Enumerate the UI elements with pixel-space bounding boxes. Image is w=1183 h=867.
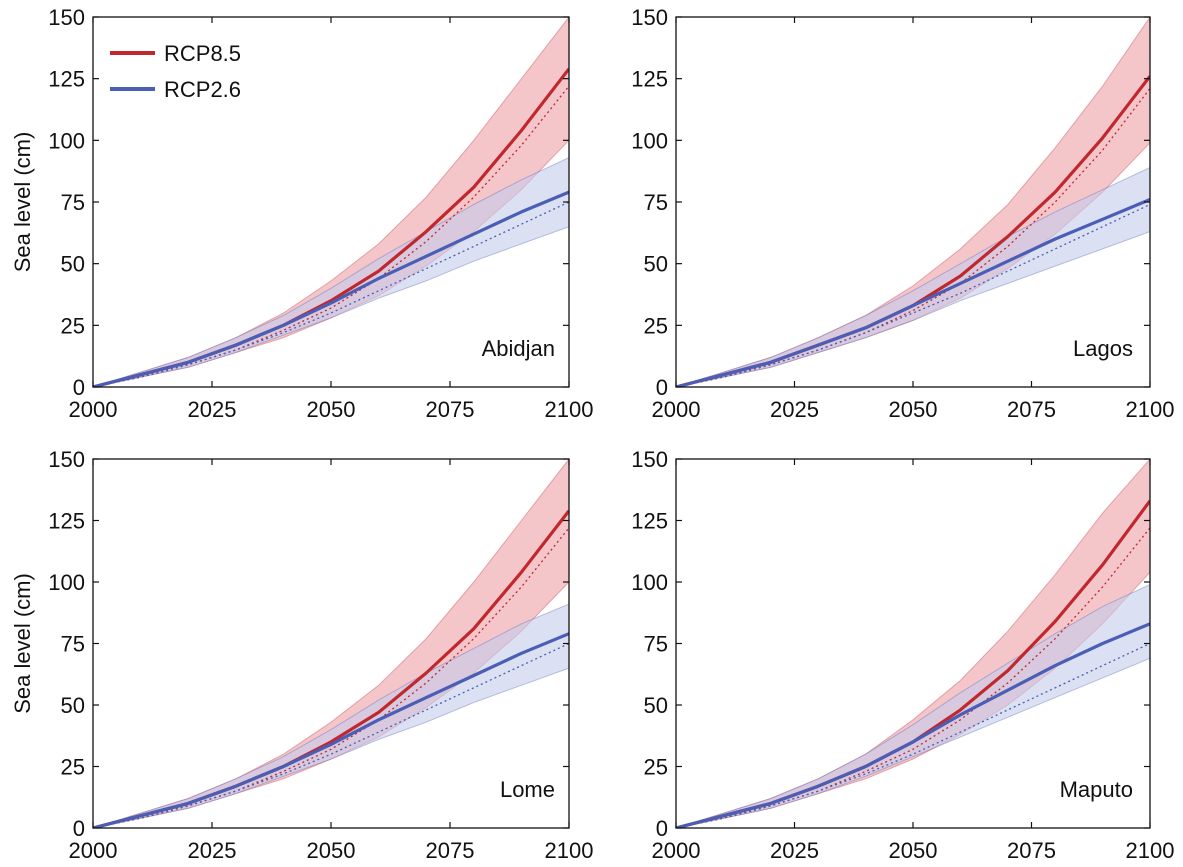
y-tick-label: 75 — [61, 632, 85, 657]
y-tick-label: 75 — [644, 632, 668, 657]
x-tick-label: 2025 — [188, 397, 237, 422]
y-tick-label: 75 — [61, 190, 85, 215]
x-tick-label: 2100 — [545, 838, 594, 863]
rcp26-dotted-line — [676, 642, 1150, 828]
panel-lome: 0 25 50 75 100 125 150 2000 2025 2050 2075 2100 Lome… — [10, 447, 593, 863]
plot-area — [93, 459, 569, 828]
y-tick-label: 100 — [48, 570, 85, 595]
y-tick-label: 25 — [61, 313, 85, 338]
y-tick-label: 150 — [631, 5, 668, 30]
y-tick-label: 125 — [631, 67, 668, 92]
y-axis-label: Sea level (cm) — [10, 132, 35, 273]
y-tick-label: 0 — [656, 816, 668, 841]
y-tick-label: 50 — [61, 693, 85, 718]
plot-area — [676, 459, 1150, 828]
legend-label: RCP2.6 — [164, 77, 241, 102]
x-tick-label: 2000 — [652, 838, 701, 863]
y-tick-label: 125 — [48, 67, 85, 92]
rcp26-dotted-line — [93, 642, 569, 828]
x-tick-label: 2025 — [770, 838, 819, 863]
panel-title: Abidjan — [482, 336, 555, 361]
rcp26-uncertainty-band — [676, 583, 1150, 828]
y-tick-label: 150 — [631, 447, 668, 472]
x-tick-label: 2050 — [307, 838, 356, 863]
rcp26-uncertainty-band — [93, 603, 569, 828]
y-tick-label: 150 — [48, 447, 85, 472]
x-tick-label: 2050 — [889, 397, 938, 422]
x-tick-label: 2025 — [188, 838, 237, 863]
panel-title: Maputo — [1060, 777, 1133, 802]
plot-area — [93, 17, 569, 387]
legend: RCP8.5 RCP2.6 — [110, 41, 241, 102]
y-tick-label: 100 — [631, 128, 668, 153]
plot-area — [676, 17, 1150, 387]
rcp26-dotted-line — [93, 201, 569, 387]
x-tick-label: 2075 — [426, 397, 475, 422]
panel-title: Lagos — [1073, 336, 1133, 361]
rcp26-series-line — [676, 622, 1150, 828]
y-tick-label: 0 — [73, 816, 85, 841]
y-tick-label: 25 — [644, 755, 668, 780]
x-tick-label: 2100 — [545, 397, 594, 422]
y-axis-label: Sea level (cm) — [10, 573, 35, 714]
rcp26-dotted-line — [676, 203, 1150, 387]
y-tick-label: 50 — [644, 693, 668, 718]
y-tick-label: 125 — [48, 509, 85, 534]
x-tick-label: 2050 — [889, 838, 938, 863]
y-tick-label: 100 — [48, 128, 85, 153]
y-tick-label: 0 — [656, 375, 668, 400]
panel-maputo: 0 25 50 75 100 125 150 2000 2025 2050 2075 2100 Mapu… — [631, 447, 1174, 863]
y-tick-label: 75 — [644, 190, 668, 215]
rcp26-series-line — [93, 632, 569, 828]
panel-title: Lome — [500, 777, 555, 802]
x-tick-label: 2075 — [426, 838, 475, 863]
x-tick-label: 2075 — [1007, 838, 1056, 863]
rcp26-series-line — [676, 198, 1150, 387]
y-tick-label: 100 — [631, 570, 668, 595]
x-tick-label: 2050 — [307, 397, 356, 422]
x-tick-label: 2000 — [69, 838, 118, 863]
y-tick-label: 25 — [644, 313, 668, 338]
x-tick-label: 2000 — [652, 397, 701, 422]
y-tick-label: 50 — [644, 252, 668, 277]
panel-lagos: 0 25 50 75 100 125 150 2000 2025 2050 2075 2100 Lago… — [631, 5, 1174, 422]
x-tick-label: 2000 — [69, 397, 118, 422]
y-tick-label: 125 — [631, 509, 668, 534]
legend-label: RCP8.5 — [164, 41, 241, 66]
rcp26-series-line — [93, 190, 569, 387]
x-tick-label: 2100 — [1126, 397, 1175, 422]
x-tick-label: 2025 — [770, 397, 819, 422]
y-tick-label: 50 — [61, 252, 85, 277]
x-tick-label: 2075 — [1007, 397, 1056, 422]
x-tick-label: 2100 — [1126, 838, 1175, 863]
y-tick-label: 150 — [48, 5, 85, 30]
panel-abidjan: 0 25 50 75 100 125 150 2000 2025 2050 2075 2100 Abid… — [10, 5, 593, 422]
y-tick-label: 25 — [61, 755, 85, 780]
rcp26-uncertainty-band — [676, 166, 1150, 387]
rcp26-uncertainty-band — [93, 157, 569, 387]
y-tick-label: 0 — [73, 375, 85, 400]
